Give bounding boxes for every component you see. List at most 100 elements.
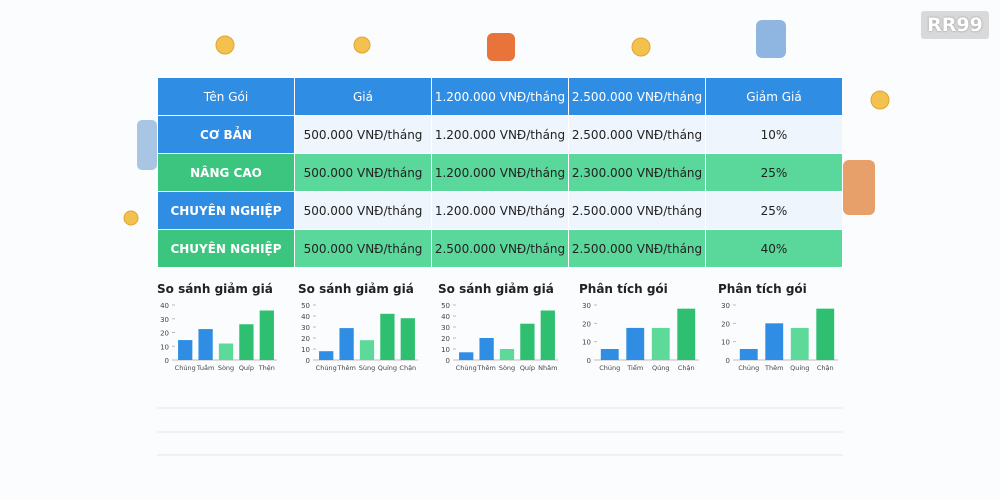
x-tick-label: Qúng xyxy=(652,364,669,372)
table-row: CHUYÊN NGHIỆP 500.000 VNĐ/tháng 1.200.000 … xyxy=(157,191,843,230)
y-tick-label: 50 xyxy=(301,302,310,310)
logo: RR99 xyxy=(921,11,989,39)
bar xyxy=(651,327,670,360)
x-tick-label: Quíng xyxy=(378,364,397,372)
y-tick-label: 30 xyxy=(721,302,730,310)
bar xyxy=(380,313,395,360)
x-tick-label: Chủng xyxy=(599,364,620,372)
plan-name: CHUYÊN NGHIỆP xyxy=(157,191,295,230)
cell: 25% xyxy=(705,153,843,192)
coin xyxy=(215,35,235,55)
x-tick-label: Chủng xyxy=(175,364,196,372)
y-tick-label: 30 xyxy=(441,324,450,332)
bar xyxy=(339,328,354,360)
bar xyxy=(520,323,535,360)
x-tick-label: Quíp xyxy=(239,364,254,372)
x-tick-label: Thện xyxy=(258,364,275,372)
y-tick-label: 10 xyxy=(721,339,730,347)
x-tick-label: Tiểm xyxy=(626,363,643,372)
y-tick-label: 0 xyxy=(165,357,169,365)
x-tick-label: Chận xyxy=(817,364,834,372)
coin xyxy=(631,37,651,57)
y-tick-label: 20 xyxy=(721,320,730,328)
bar xyxy=(319,351,334,360)
bar xyxy=(816,308,835,360)
cell: 2.500.000 VNĐ/tháng xyxy=(568,115,706,154)
bar xyxy=(459,352,474,360)
y-tick-label: 0 xyxy=(726,357,730,365)
coin xyxy=(870,90,890,110)
x-tick-label: Tuầm xyxy=(196,364,214,372)
chart-title: So sánh giảm giá xyxy=(438,282,554,296)
cell: 10% xyxy=(705,115,843,154)
cell: 25% xyxy=(705,191,843,230)
chart-title: Phân tích gói xyxy=(718,282,807,296)
bar xyxy=(626,327,645,360)
bar xyxy=(790,327,809,360)
x-tick-label: Chủng xyxy=(316,364,337,372)
bar xyxy=(765,323,784,360)
x-tick-label: Thêm xyxy=(476,364,495,372)
y-tick-label: 0 xyxy=(446,357,450,365)
y-tick-label: 10 xyxy=(160,343,169,351)
bar xyxy=(400,318,415,360)
bar xyxy=(239,324,254,360)
header-cell: Giá xyxy=(294,77,432,116)
y-tick-label: 10 xyxy=(301,346,310,354)
chart-title: So sánh giảm giá xyxy=(157,282,273,296)
x-tick-label: Thêm xyxy=(764,364,783,372)
header-cell: Giảm Giá xyxy=(705,77,843,116)
y-tick-label: 30 xyxy=(301,324,310,332)
slot-icon xyxy=(137,120,157,170)
bar xyxy=(259,310,274,360)
y-tick-label: 20 xyxy=(441,335,450,343)
bar xyxy=(178,340,193,360)
x-tick-label: Chủng xyxy=(456,364,477,372)
bar xyxy=(198,329,213,360)
bar xyxy=(218,343,234,360)
header-cell: 1.200.000 VNĐ/tháng xyxy=(431,77,569,116)
x-tick-label: Sòng xyxy=(218,364,234,372)
y-tick-label: 10 xyxy=(441,346,450,354)
slot-icon xyxy=(756,20,786,58)
table-row: CƠ BẢN 500.000 VNĐ/tháng 1.200.000 VNĐ/thá… xyxy=(157,115,843,154)
x-tick-label: Quíng xyxy=(790,364,809,372)
cell: 1.200.000 VNĐ/tháng xyxy=(431,115,569,154)
header-cell: Tên Gói xyxy=(157,77,295,116)
y-tick-label: 50 xyxy=(441,302,450,310)
y-tick-label: 40 xyxy=(441,313,450,321)
x-tick-label: Sùng xyxy=(359,364,376,372)
cell: 500.000 VNĐ/tháng xyxy=(294,229,432,268)
y-tick-label: 30 xyxy=(160,316,169,324)
chart-title: So sánh giảm giá xyxy=(298,282,414,296)
slot-icon xyxy=(843,160,875,215)
cell: 500.000 VNĐ/tháng xyxy=(294,115,432,154)
mini-chart: Phân tích gói 0 10 20 30 Chủng Thêm Quíng Chận xyxy=(718,282,838,372)
cell: 2.300.000 VNĐ/tháng xyxy=(568,153,706,192)
plan-name: CHUYÊN NGHIỆP xyxy=(157,229,295,268)
x-tick-label: Thêm xyxy=(336,364,355,372)
coin xyxy=(123,210,139,226)
slot-icon xyxy=(487,33,515,61)
plan-name: CƠ BẢN xyxy=(157,115,295,154)
cell: 500.000 VNĐ/tháng xyxy=(294,191,432,230)
y-tick-label: 0 xyxy=(306,357,310,365)
x-tick-label: Chận xyxy=(399,364,416,372)
table-row: CHUYÊN NGHIỆP 500.000 VNĐ/tháng 2.500.000 … xyxy=(157,229,843,268)
cell: 2.500.000 VNĐ/tháng xyxy=(431,229,569,268)
y-tick-label: 40 xyxy=(160,302,169,310)
x-tick-label: Quíp xyxy=(520,364,535,372)
x-tick-label: Nhâm xyxy=(538,364,557,372)
x-tick-label: Sòng xyxy=(499,364,515,372)
bar xyxy=(600,349,619,360)
cell: 1.200.000 VNĐ/tháng xyxy=(431,191,569,230)
bar xyxy=(479,338,494,360)
mini-chart: So sánh giảm giá 0 10 20 30 40 50 Chủng Thêm Sùng… xyxy=(298,282,418,372)
bar xyxy=(359,340,375,360)
coin xyxy=(353,36,371,54)
chart-title: Phân tích gói xyxy=(579,282,668,296)
mini-chart: So sánh giảm giá 0 10 20 30 40 50 Chủng Thêm Sòng… xyxy=(438,282,558,372)
